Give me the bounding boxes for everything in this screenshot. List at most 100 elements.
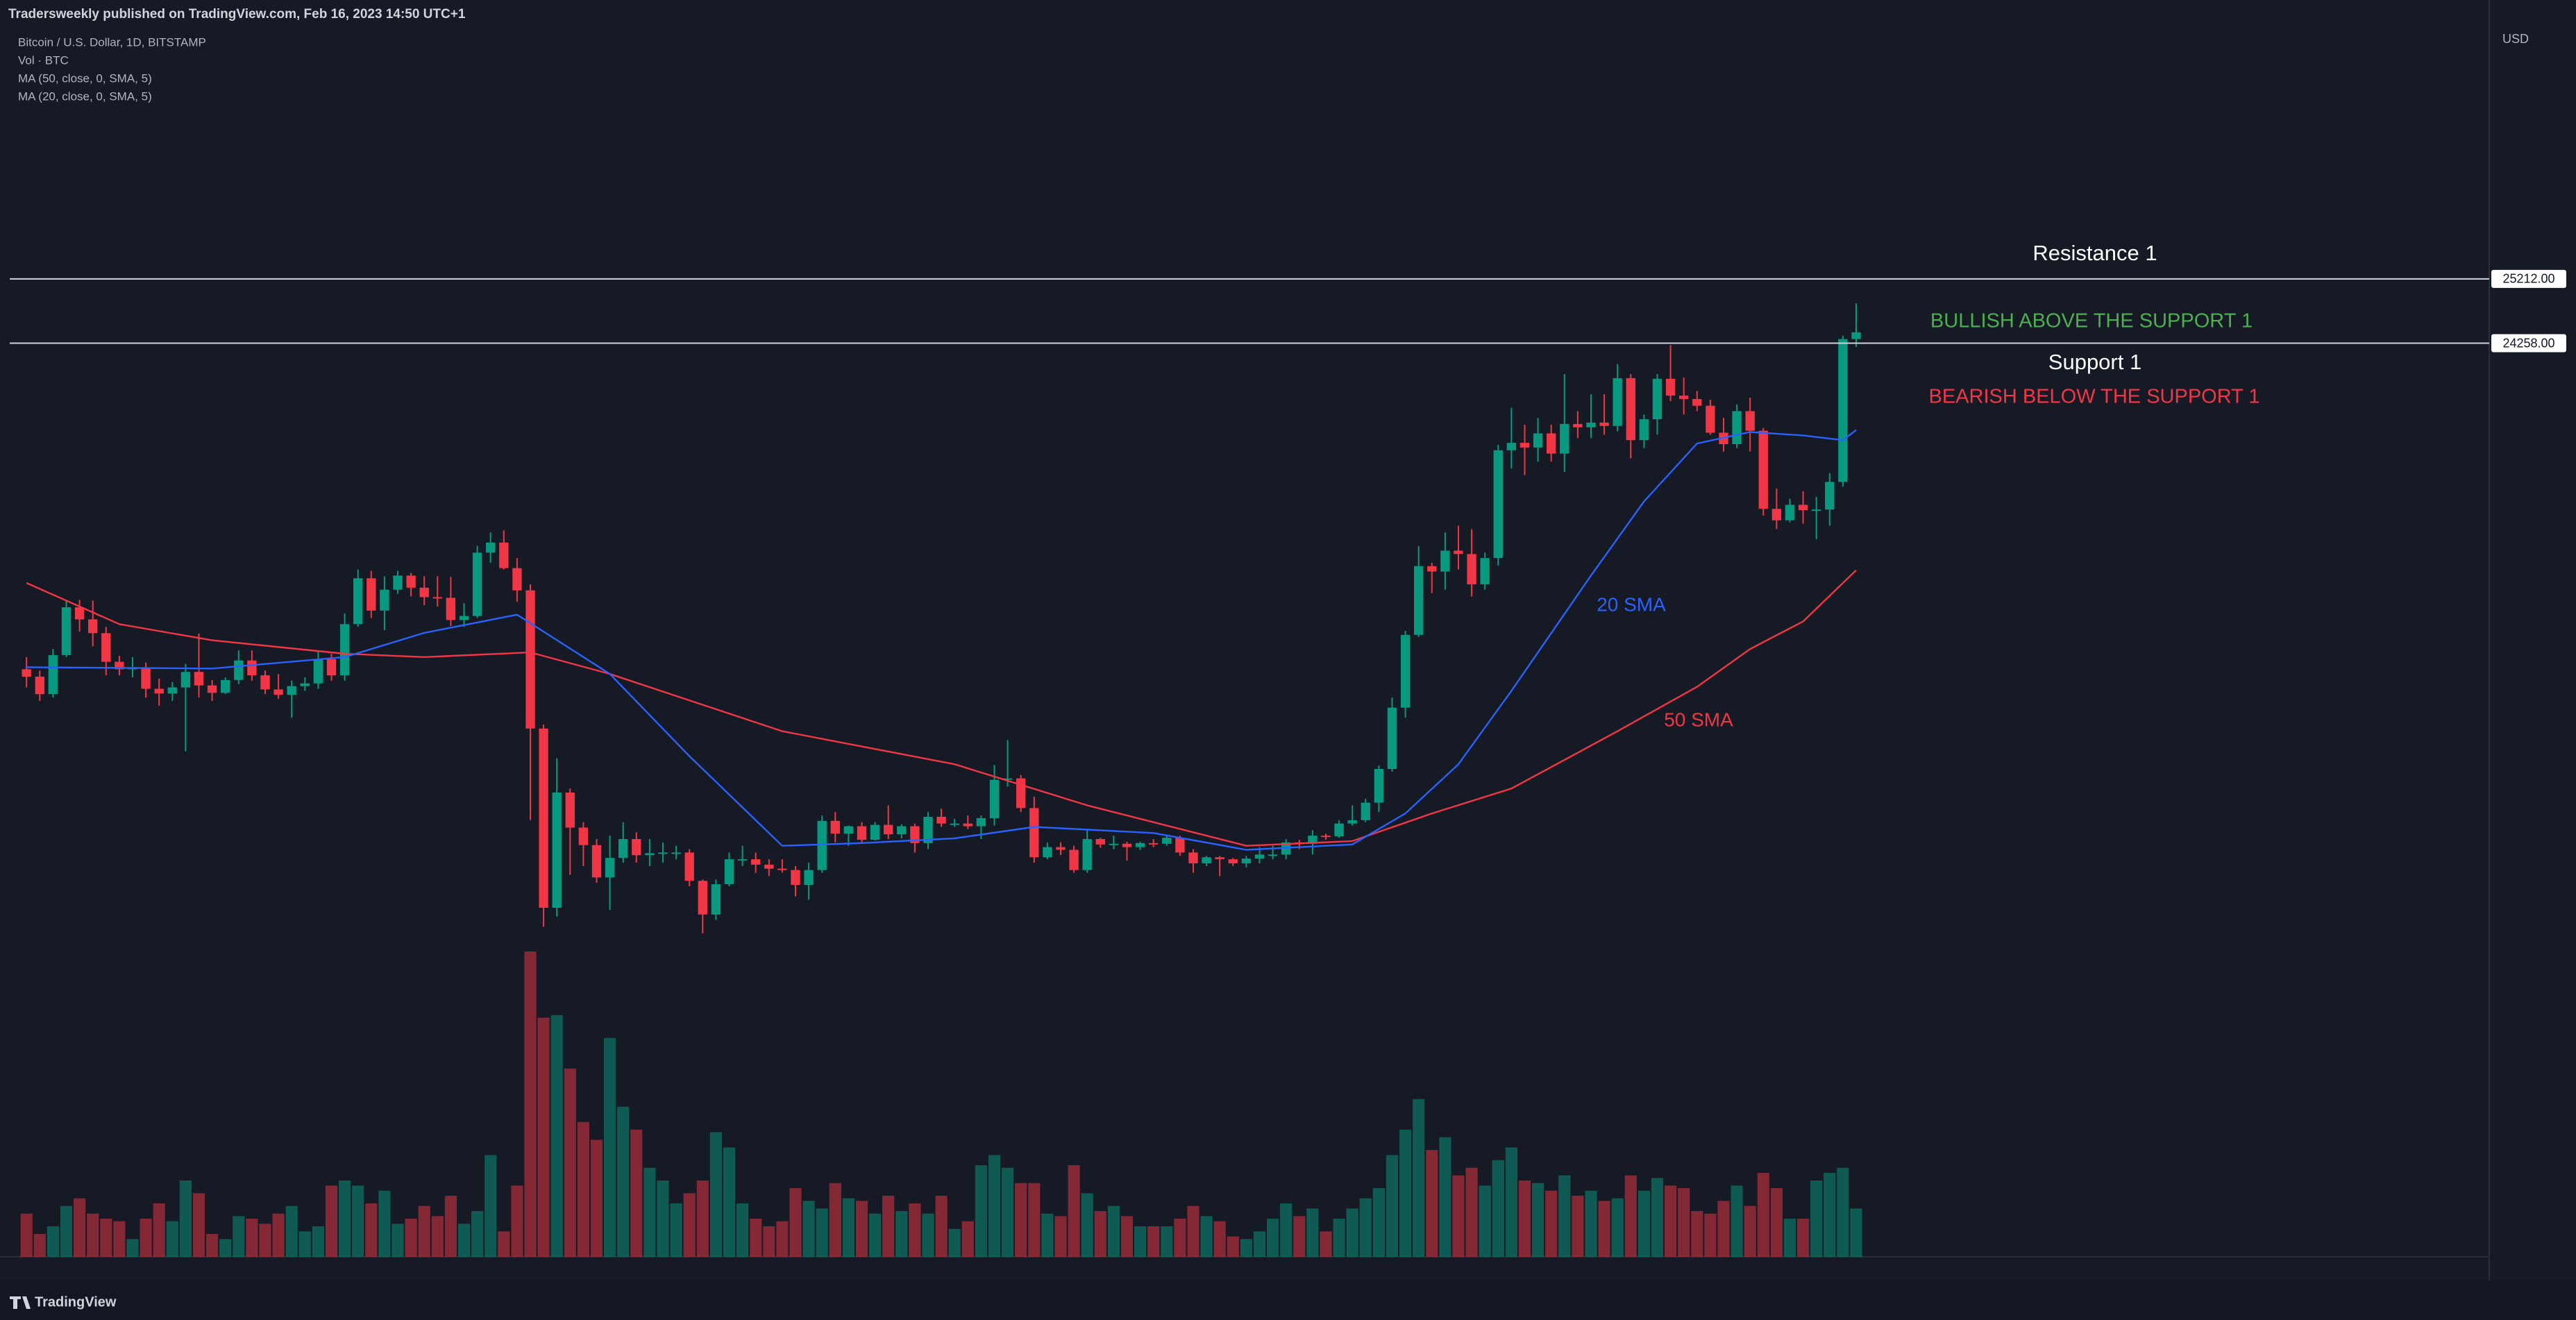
candle-body bbox=[313, 659, 323, 684]
volume-bar bbox=[1585, 1190, 1597, 1257]
volume-bar bbox=[683, 1193, 696, 1257]
volume-bar bbox=[219, 1239, 232, 1257]
volume-bar bbox=[325, 1185, 338, 1257]
annotation: 50 SMA bbox=[1664, 709, 1733, 730]
volume-bar bbox=[1240, 1239, 1252, 1257]
candle-body bbox=[777, 868, 787, 870]
volume-bar bbox=[113, 1221, 126, 1257]
volume-bar bbox=[1161, 1226, 1173, 1257]
candle-body bbox=[936, 816, 946, 824]
candle-body bbox=[1043, 847, 1052, 858]
volume-bar bbox=[1545, 1190, 1558, 1257]
candle-body bbox=[645, 853, 655, 856]
volume-bar bbox=[206, 1234, 219, 1257]
volume-bar bbox=[1744, 1205, 1756, 1257]
volume-bar bbox=[975, 1165, 987, 1257]
volume-bar bbox=[1068, 1165, 1080, 1257]
annotation: Resistance 1 bbox=[2032, 241, 2157, 265]
volume-bar bbox=[1306, 1208, 1319, 1257]
volume-bar bbox=[1717, 1201, 1730, 1257]
volume-bar bbox=[140, 1219, 152, 1257]
candle-body bbox=[1639, 419, 1649, 441]
candle-body bbox=[61, 607, 71, 655]
volume-bar bbox=[1134, 1226, 1147, 1257]
footer-bar bbox=[0, 1281, 2576, 1320]
candle-body bbox=[791, 870, 800, 886]
volume-bar bbox=[1372, 1188, 1385, 1257]
volume-bar bbox=[630, 1129, 643, 1257]
volume-bar bbox=[1518, 1181, 1531, 1257]
volume-bar bbox=[498, 1231, 510, 1257]
volume-bar bbox=[948, 1228, 961, 1257]
volume-bar bbox=[1359, 1198, 1372, 1257]
candle-body bbox=[1002, 778, 1013, 780]
annotation: BULLISH ABOVE THE SUPPORT 1 bbox=[1930, 310, 2253, 332]
volume-bar bbox=[1492, 1160, 1504, 1257]
volume-bar bbox=[100, 1219, 112, 1257]
volume-bar bbox=[1770, 1188, 1783, 1257]
candle-body bbox=[804, 870, 814, 886]
annotation: 20 SMA bbox=[1597, 593, 1666, 615]
volume-bar bbox=[1426, 1150, 1438, 1257]
volume-bar bbox=[485, 1155, 497, 1257]
volume-bar bbox=[272, 1213, 285, 1257]
candle-body bbox=[446, 598, 456, 620]
volume-bar bbox=[1041, 1213, 1054, 1257]
volume-bar bbox=[670, 1203, 682, 1257]
candle-body bbox=[1771, 509, 1782, 521]
volume-bar bbox=[1651, 1178, 1664, 1257]
footer-brand: TradingView bbox=[35, 1294, 117, 1310]
candle-body bbox=[1268, 854, 1278, 856]
candle-body bbox=[1056, 847, 1066, 850]
volume-bar bbox=[246, 1219, 258, 1257]
candle-body bbox=[1440, 550, 1450, 572]
legend-symbol: Bitcoin / U.S. Dollar, 1D, BITSTAMP bbox=[18, 35, 206, 49]
volume-bar bbox=[378, 1190, 391, 1257]
volume-bar bbox=[1678, 1188, 1690, 1257]
volume-bar bbox=[1572, 1196, 1584, 1257]
candle-body bbox=[88, 619, 98, 634]
candle-body bbox=[1811, 509, 1821, 511]
volume-bar bbox=[20, 1213, 33, 1257]
volume-bar bbox=[763, 1226, 775, 1257]
candle-body bbox=[380, 589, 389, 611]
candle-body bbox=[976, 818, 986, 827]
volume-bar bbox=[564, 1068, 576, 1257]
candle-body bbox=[989, 779, 1000, 818]
candle-body bbox=[1692, 398, 1702, 406]
volume-bar bbox=[312, 1226, 324, 1257]
candle-body bbox=[884, 824, 893, 835]
volume-bar bbox=[1439, 1137, 1451, 1257]
volume-bar bbox=[882, 1196, 895, 1257]
candle-body bbox=[393, 575, 403, 590]
candle-body bbox=[35, 676, 44, 695]
candle-body bbox=[260, 675, 270, 690]
volume-bar bbox=[723, 1147, 736, 1257]
candle-body bbox=[671, 852, 681, 854]
volume-bar bbox=[418, 1205, 430, 1257]
volume-bar bbox=[1213, 1221, 1226, 1257]
candle-body bbox=[1613, 378, 1622, 426]
candle-body bbox=[910, 826, 920, 843]
candle-body bbox=[1493, 450, 1503, 559]
candle-body bbox=[764, 864, 774, 869]
candle-body bbox=[817, 820, 827, 870]
volume-bar bbox=[1054, 1216, 1067, 1257]
candle-body bbox=[539, 728, 548, 908]
volume-bar bbox=[868, 1213, 882, 1257]
volume-bar bbox=[511, 1185, 523, 1257]
level-label: 24258.00 bbox=[2502, 336, 2554, 350]
volume-bar bbox=[405, 1219, 417, 1257]
volume-bar bbox=[776, 1221, 789, 1257]
volume-bar bbox=[471, 1211, 484, 1257]
volume-pane bbox=[20, 951, 1862, 1257]
volume-bar bbox=[1028, 1183, 1041, 1257]
candle-body bbox=[1785, 505, 1795, 521]
candle-body bbox=[1745, 411, 1755, 431]
candle-body bbox=[1652, 378, 1662, 420]
volume-bar bbox=[590, 1140, 603, 1257]
level-label-box bbox=[2491, 334, 2566, 353]
candle-body bbox=[1414, 566, 1424, 635]
candle-body bbox=[22, 669, 31, 677]
